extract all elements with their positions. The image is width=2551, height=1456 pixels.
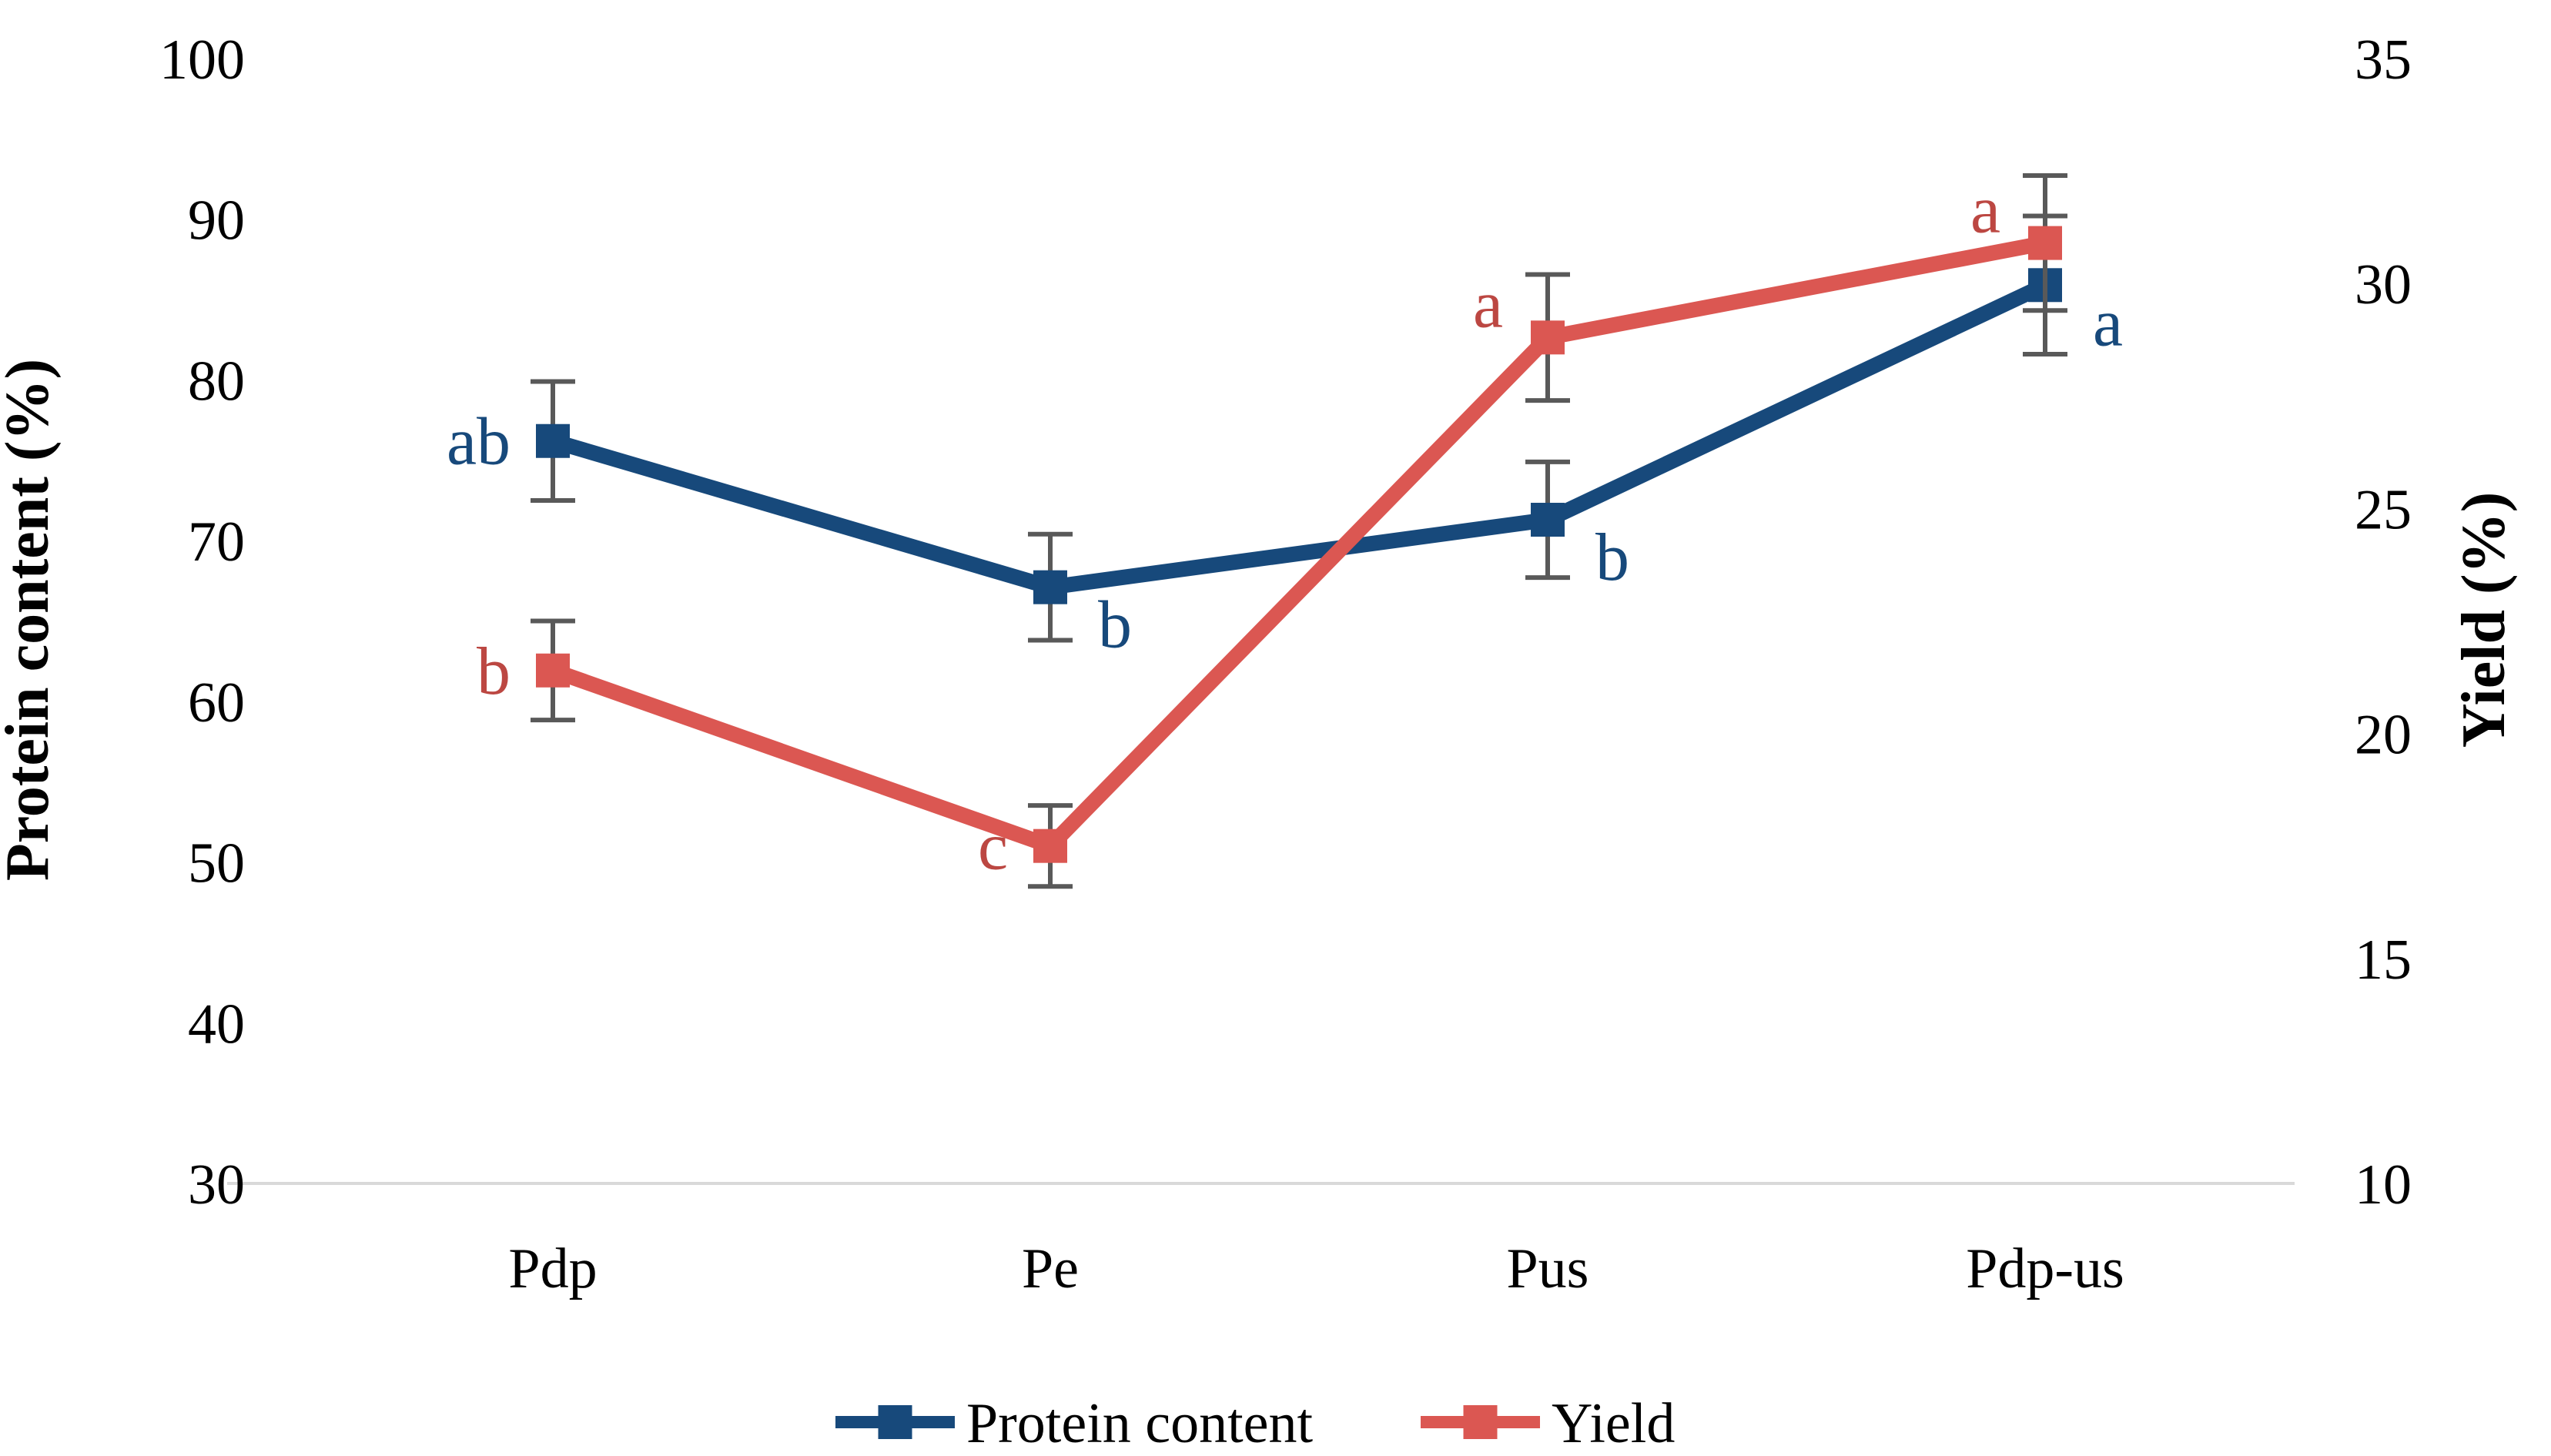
right-axis-tick-15: 15 [2355, 929, 2412, 992]
left-axis-tick-60: 60 [188, 671, 245, 735]
x-axis-label-pe: Pe [1022, 1237, 1079, 1300]
left-axis-tick-30: 30 [188, 1153, 245, 1217]
legend-item-yield: Yield [1421, 1392, 1675, 1455]
sig-letter-protein-content-pus: b [1595, 520, 1629, 595]
x-axis-label-pus: Pus [1507, 1237, 1589, 1300]
series-line-protein-content [551, 278, 2049, 595]
marker-yield-pe [1033, 828, 1067, 863]
legend-item-protein-content: Protein content [835, 1392, 1314, 1455]
x-axis-label-pdp: Pdp [508, 1237, 597, 1300]
marker-yield-pdp-us [2028, 226, 2062, 260]
right-axis-tick-20: 20 [2355, 704, 2412, 767]
right-axis-tick-10: 10 [2355, 1153, 2412, 1217]
legend: Protein content Yield [835, 1392, 1675, 1455]
marker-protein-content-pus [1531, 503, 1565, 537]
series-yield [531, 172, 2067, 889]
sig-letter-protein-content-pe: b [1098, 588, 1132, 663]
sig-letter-protein-content-pdp-us: a [2093, 286, 2123, 360]
marker-protein-content-pdp [536, 423, 570, 458]
left-axis-tick-40: 40 [188, 992, 245, 1056]
left-axis-tick-50: 50 [188, 832, 245, 895]
sig-letter-protein-content-pdp: ab [447, 405, 511, 480]
series-line-yield [550, 235, 2047, 855]
sig-letter-yield-pdp-us: a [1970, 173, 2000, 248]
sig-letter-yield-pdp: b [477, 634, 511, 709]
marker-yield-pus [1531, 320, 1565, 355]
right-axis-tick-35: 35 [2355, 28, 2412, 92]
right-axis-title: Yield (%) [2450, 492, 2518, 748]
x-axis-label-pdp-us: Pdp-us [1966, 1237, 2124, 1300]
marker-protein-content-pe [1033, 570, 1067, 604]
sig-letter-yield-pus: a [1473, 267, 1503, 342]
legend-label-yield: Yield [1552, 1392, 1675, 1455]
legend-marker-yield [1463, 1405, 1498, 1439]
legend-marker-protein-content [878, 1405, 912, 1439]
right-axis-tick-25: 25 [2355, 478, 2412, 541]
left-axis-tick-90: 90 [188, 189, 245, 253]
right-axis-tick-30: 30 [2355, 253, 2412, 316]
left-axis-tick-80: 80 [188, 350, 245, 413]
legend-label-protein-content: Protein content [966, 1392, 1314, 1455]
marker-yield-pdp [536, 653, 570, 688]
left-axis-tick-70: 70 [188, 510, 245, 574]
left-axis-tick-100: 100 [159, 28, 245, 92]
left-axis-title: Protein content (%) [0, 359, 62, 881]
sig-letter-yield-pe: c [978, 810, 1008, 885]
